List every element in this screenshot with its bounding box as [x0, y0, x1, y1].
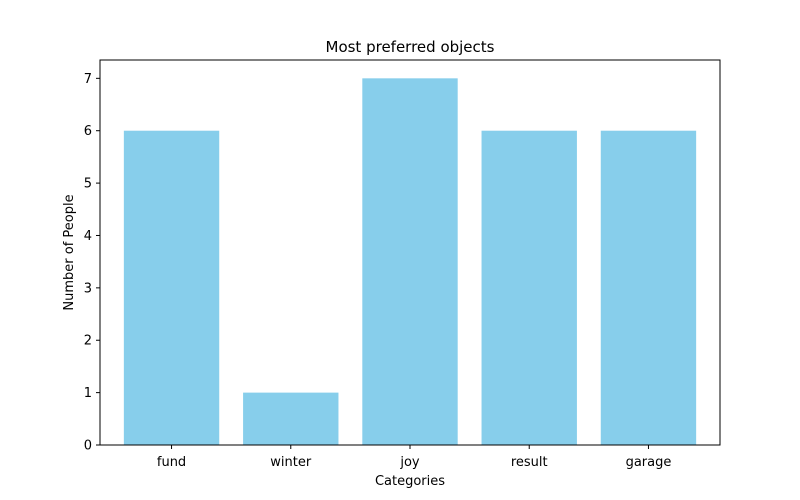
y-tick-label: 3 — [84, 281, 92, 296]
x-tick-label-result: result — [511, 455, 548, 470]
x-axis-label: Categories — [375, 474, 445, 489]
y-tick-label: 5 — [84, 177, 92, 192]
plot-frame — [99, 59, 721, 446]
x-tick-label-fund: fund — [157, 455, 186, 470]
y-axis-label: Number of People — [62, 194, 77, 310]
bar-fund — [123, 130, 220, 445]
y-axis-ticks: 0 1 2 3 4 5 6 7 — [84, 72, 100, 454]
y-tick-label: 1 — [84, 386, 92, 401]
y-tick-label: 7 — [84, 72, 92, 87]
x-tick-label-garage: garage — [626, 455, 672, 470]
bar-joy — [362, 78, 458, 445]
bar-winter — [243, 392, 339, 445]
chart-title: Most preferred objects — [326, 38, 495, 56]
bars-group — [123, 78, 697, 445]
bar-result — [481, 130, 577, 445]
y-tick-label: 4 — [84, 229, 92, 244]
bar-garage — [600, 130, 697, 445]
y-tick-label: 2 — [84, 334, 92, 349]
x-tick-label-winter: winter — [270, 455, 312, 470]
x-tick-label-joy: joy — [399, 455, 420, 470]
y-tick-label: 0 — [84, 439, 92, 454]
y-tick-label: 6 — [84, 124, 92, 139]
x-axis-ticks: fund winter joy result garage — [157, 445, 671, 470]
